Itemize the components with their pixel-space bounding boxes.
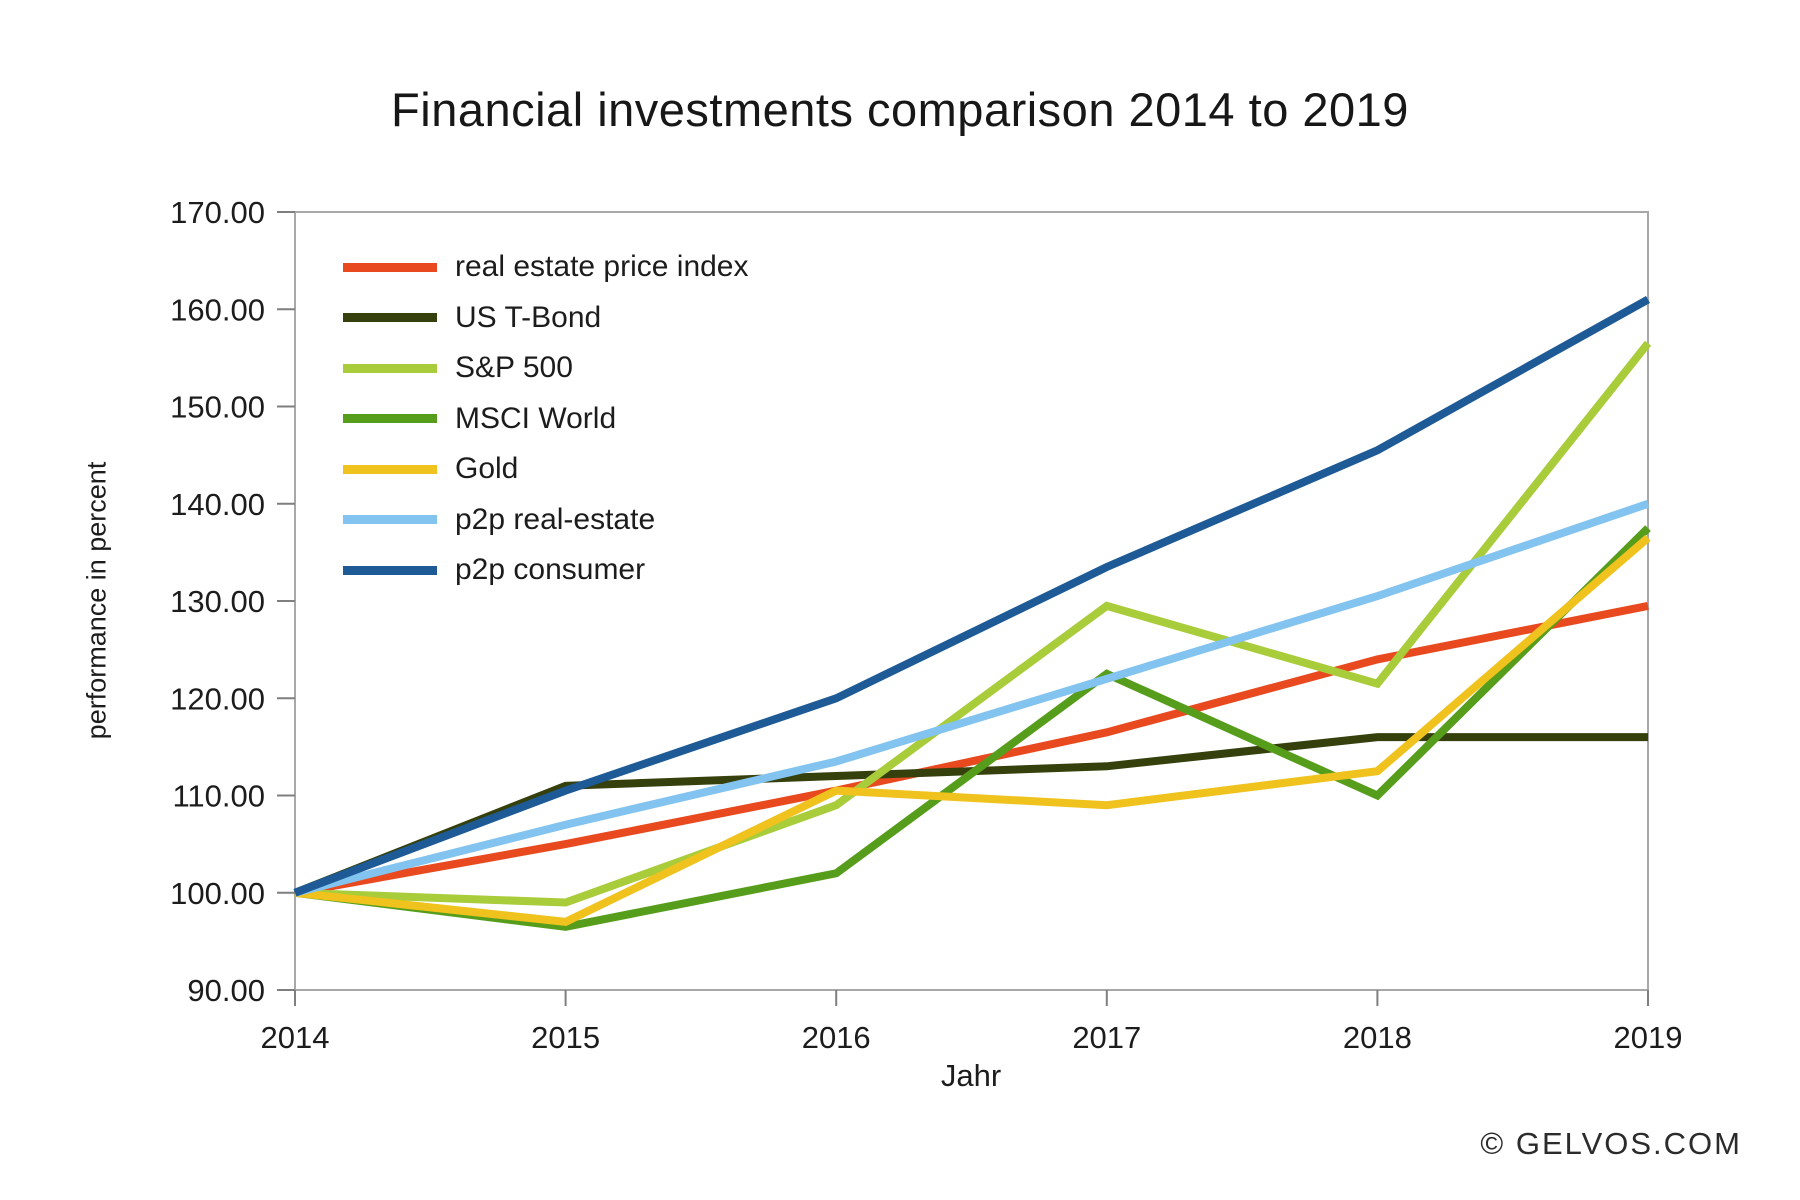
legend-item-real-estate-price-index: real estate price index — [343, 242, 749, 293]
legend-item-msci-world: MSCI World — [343, 394, 749, 445]
legend-swatch-real-estate-price-index — [343, 262, 437, 272]
y-axis-tick-label-130.00: 130.00 — [170, 584, 265, 619]
legend-label-p2p-consumer: p2p consumer — [455, 553, 646, 587]
y-axis-tick-label-150.00: 150.00 — [170, 390, 265, 425]
y-axis-tick-label-90.00: 90.00 — [187, 973, 265, 1008]
x-axis-tick-label-2017: 2017 — [1072, 1020, 1141, 1055]
series-line-real-estate-price-index — [294, 601, 1649, 897]
legend-label-gold: Gold — [455, 452, 519, 486]
x-axis-tick-label-2018: 2018 — [1343, 1020, 1412, 1055]
series-line-gold — [294, 534, 1651, 926]
series-line-p2p-consumer — [293, 296, 1650, 897]
legend-item-p2p-real-estate: p2p real-estate — [343, 495, 749, 546]
legend-swatch-gold — [343, 464, 437, 474]
legend-item-p2p-consumer: p2p consumer — [343, 545, 749, 596]
series-line-msci-world — [294, 525, 1651, 931]
legend-swatch-p2p-consumer — [343, 565, 437, 575]
legend-label-real-estate-price-index: real estate price index — [455, 250, 749, 284]
x-axis-tick-label-2016: 2016 — [802, 1020, 871, 1055]
legend-label-s-p-500: S&P 500 — [455, 351, 573, 385]
legend-swatch-us-t-bond — [343, 313, 437, 323]
chart-legend: real estate price index US T-Bond S&P 500 M… — [343, 242, 749, 596]
x-axis-title: Jahr — [940, 1058, 1002, 1093]
legend-item-gold: Gold — [343, 444, 749, 495]
y-axis-tick-label-120.00: 120.00 — [170, 681, 265, 716]
legend-item-us-t-bond: US T-Bond — [343, 293, 749, 344]
y-axis-tick-label-160.00: 160.00 — [170, 292, 265, 327]
y-axis-title: performance in percent — [81, 461, 112, 740]
legend-swatch-p2p-real-estate — [343, 515, 437, 525]
y-axis-tick-label-170.00: 170.00 — [170, 195, 265, 230]
legend-label-msci-world: MSCI World — [455, 401, 617, 435]
x-axis-tick-label-2015: 2015 — [531, 1020, 600, 1055]
legend-swatch-msci-world — [343, 414, 437, 424]
legend-label-us-t-bond: US T-Bond — [455, 300, 602, 334]
chart-title: Financial investments comparison 2014 to… — [391, 83, 1409, 136]
series-line-p2p-real-estate — [294, 500, 1650, 897]
x-axis-tick-label-2014: 2014 — [261, 1020, 330, 1055]
legend-swatch-s-p-500 — [343, 363, 437, 373]
y-axis-tick-label-140.00: 140.00 — [170, 487, 265, 522]
series-line-s-p-500 — [294, 340, 1652, 907]
watermark-text: © GELVOS.COM — [1480, 1126, 1742, 1161]
y-axis-tick-label-100.00: 100.00 — [170, 876, 265, 911]
x-axis-tick-label-2019: 2019 — [1614, 1020, 1683, 1055]
legend-label-p2p-real-estate: p2p real-estate — [455, 502, 656, 536]
y-axis-tick-label-110.00: 110.00 — [172, 779, 265, 814]
legend-item-s-p-500: S&P 500 — [343, 343, 749, 394]
